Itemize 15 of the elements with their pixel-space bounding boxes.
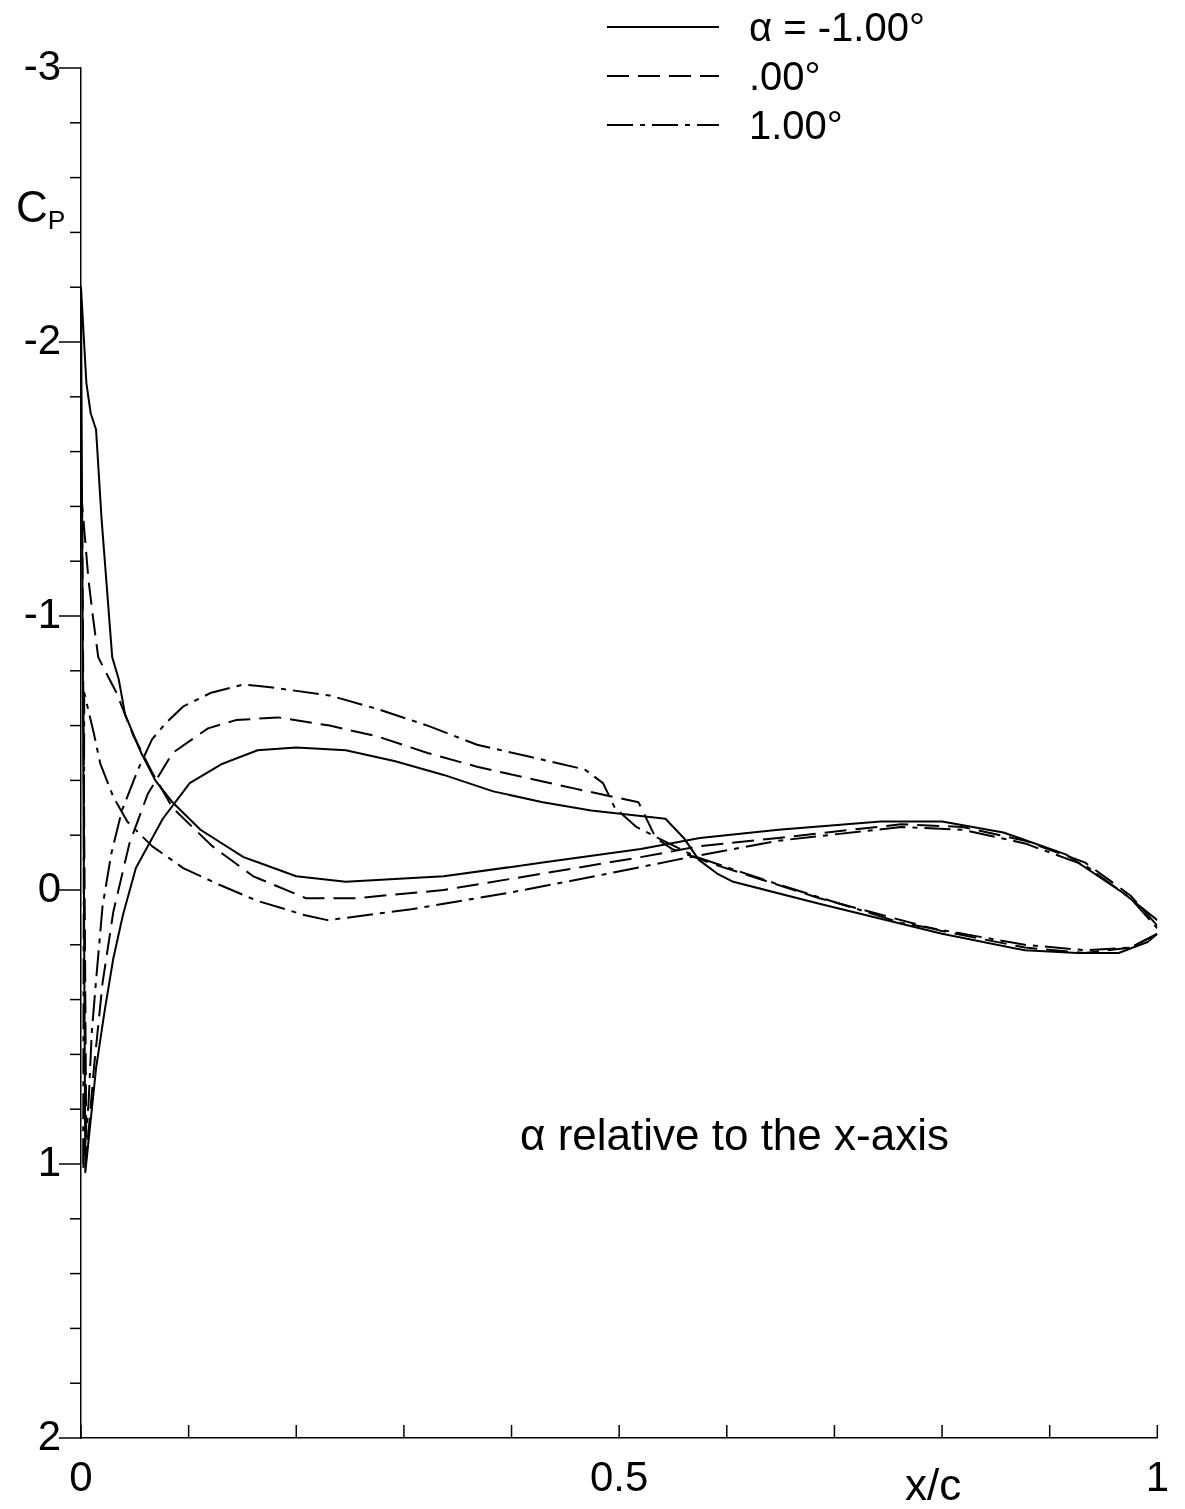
y-tick-label: -1 xyxy=(23,589,61,637)
legend-label: α = -1.00° xyxy=(749,4,925,49)
x-axis-title: x/c xyxy=(905,1460,962,1509)
y-tick-label: 1 xyxy=(37,1137,61,1185)
legend-label: .00° xyxy=(749,53,821,98)
legend-label: 1.00° xyxy=(749,102,843,147)
y-tick-label: -2 xyxy=(23,315,61,363)
x-tick-label: 1 xyxy=(1145,1452,1169,1500)
y-tick-label: 2 xyxy=(37,1411,61,1459)
x-tick-label: 0.5 xyxy=(589,1452,649,1500)
annotation: α relative to the x-axis xyxy=(520,1110,949,1159)
y-tick-label: 0 xyxy=(37,863,61,911)
y-tick-label: -3 xyxy=(23,41,61,89)
y-axis-title: C$_{P}$ xyxy=(16,182,66,235)
x-tick-label: 0 xyxy=(69,1452,93,1500)
